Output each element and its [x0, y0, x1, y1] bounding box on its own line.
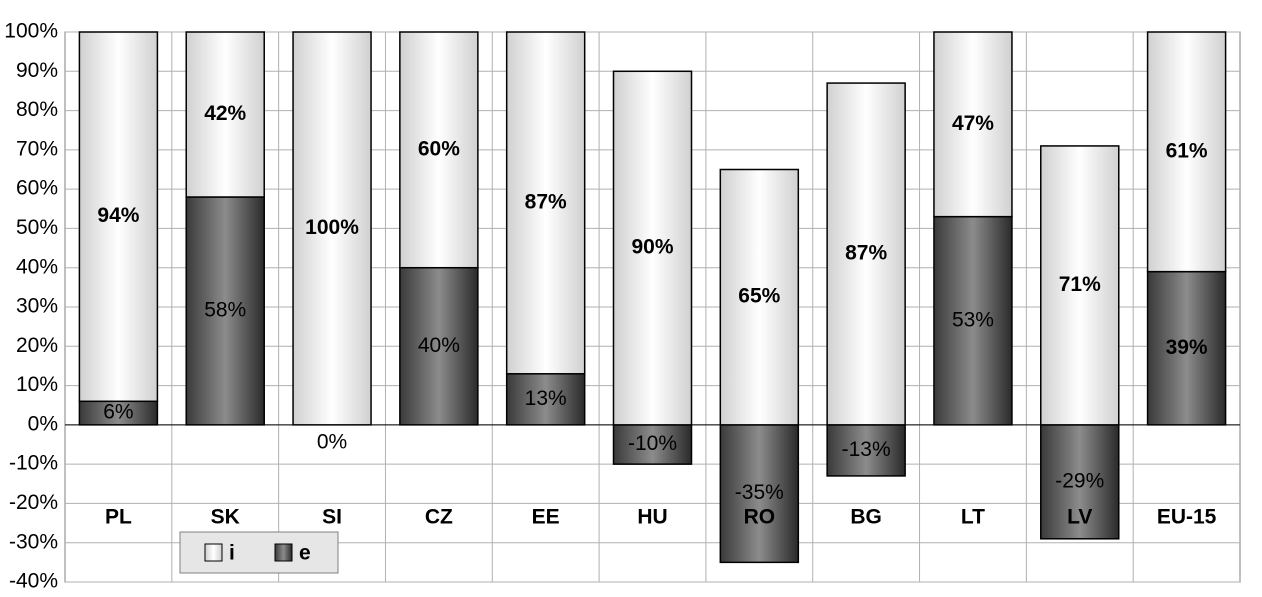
bar-segment [719, 168, 800, 426]
data-label: 61% [1166, 139, 1208, 162]
x-tick-label: BG [850, 506, 882, 529]
bar-segment [612, 424, 693, 465]
bar-segment [612, 70, 693, 426]
x-tick-label: SI [322, 506, 342, 529]
bar-segment [1040, 145, 1120, 426]
y-tick-label: 90% [16, 59, 58, 82]
y-tick-label: -10% [9, 452, 58, 475]
x-tick-label: HU [637, 506, 667, 529]
y-tick-label: 20% [16, 334, 58, 357]
bar-segment [826, 82, 906, 426]
data-label: 87% [525, 190, 567, 213]
x-tick-label: EE [532, 506, 560, 529]
data-label: 58% [204, 298, 246, 321]
data-label: 71% [1059, 273, 1101, 296]
data-label: 13% [525, 387, 567, 410]
bar-segment [292, 31, 372, 426]
data-label: 60% [418, 137, 460, 160]
y-tick-label: -20% [9, 491, 58, 514]
data-label: 94% [97, 204, 139, 227]
data-label: -29% [1055, 469, 1104, 492]
x-tick-label: PL [105, 506, 132, 529]
x-tick-label: LV [1067, 506, 1092, 529]
x-tick-label: LT [961, 506, 985, 529]
data-label: 0% [317, 430, 347, 453]
bar-segment [185, 31, 265, 198]
x-tick-label: RO [744, 506, 776, 529]
data-label: 90% [631, 236, 673, 259]
legend-swatch [204, 543, 223, 562]
data-label: 47% [952, 112, 994, 135]
bar-segment [719, 424, 800, 564]
data-label: 65% [738, 285, 780, 308]
y-tick-label: 0% [28, 412, 58, 435]
legend-box [179, 531, 339, 574]
y-tick-label: 80% [16, 98, 58, 121]
y-tick-label: 60% [16, 177, 58, 200]
y-tick-label: -40% [9, 570, 58, 593]
y-tick-label: 100% [4, 20, 58, 43]
data-label: -13% [842, 438, 891, 461]
data-label: 6% [103, 401, 133, 424]
x-tick-label: EU-15 [1157, 506, 1217, 529]
bar-segment [1146, 270, 1227, 426]
data-label: 39% [1166, 336, 1208, 359]
y-tick-label: 50% [16, 216, 58, 239]
legend-label: e [299, 542, 311, 565]
data-label: 40% [418, 334, 460, 357]
data-label: -35% [735, 481, 784, 504]
y-tick-label: 40% [16, 255, 58, 278]
legend-label: i [229, 542, 235, 565]
x-tick-label: SK [211, 506, 240, 529]
y-tick-label: 70% [16, 137, 58, 160]
data-label: -10% [628, 432, 677, 455]
bar-segment [1040, 424, 1120, 540]
data-label: 87% [845, 242, 887, 265]
data-label: 42% [204, 102, 246, 125]
bar-segment [399, 266, 479, 426]
bar-segment [1146, 31, 1227, 273]
bar-segment [826, 424, 906, 477]
data-label: 53% [952, 308, 994, 331]
data-label: 100% [305, 216, 359, 239]
bar-segment [933, 31, 1013, 218]
bar-segment [78, 31, 159, 403]
y-tick-label: 30% [16, 295, 58, 318]
y-tick-label: -30% [9, 530, 58, 553]
x-tick-label: CZ [425, 506, 453, 529]
bar-segment [933, 215, 1013, 426]
bar-segment [505, 31, 586, 375]
legend-swatch [274, 543, 293, 562]
bar-segment [399, 31, 479, 269]
bar-segment [185, 196, 265, 426]
y-tick-label: 10% [16, 373, 58, 396]
